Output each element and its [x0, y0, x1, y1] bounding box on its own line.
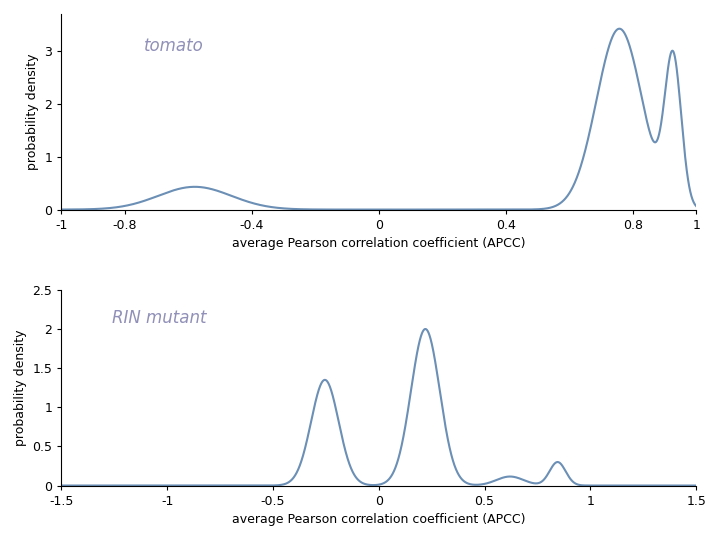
Text: RIN mutant: RIN mutant [112, 309, 207, 327]
X-axis label: average Pearson correlation coefficient (APCC): average Pearson correlation coefficient … [232, 513, 526, 526]
Text: tomato: tomato [144, 37, 204, 56]
X-axis label: average Pearson correlation coefficient (APCC): average Pearson correlation coefficient … [232, 237, 526, 250]
Y-axis label: probability density: probability density [14, 329, 27, 446]
Y-axis label: probability density: probability density [26, 53, 39, 170]
